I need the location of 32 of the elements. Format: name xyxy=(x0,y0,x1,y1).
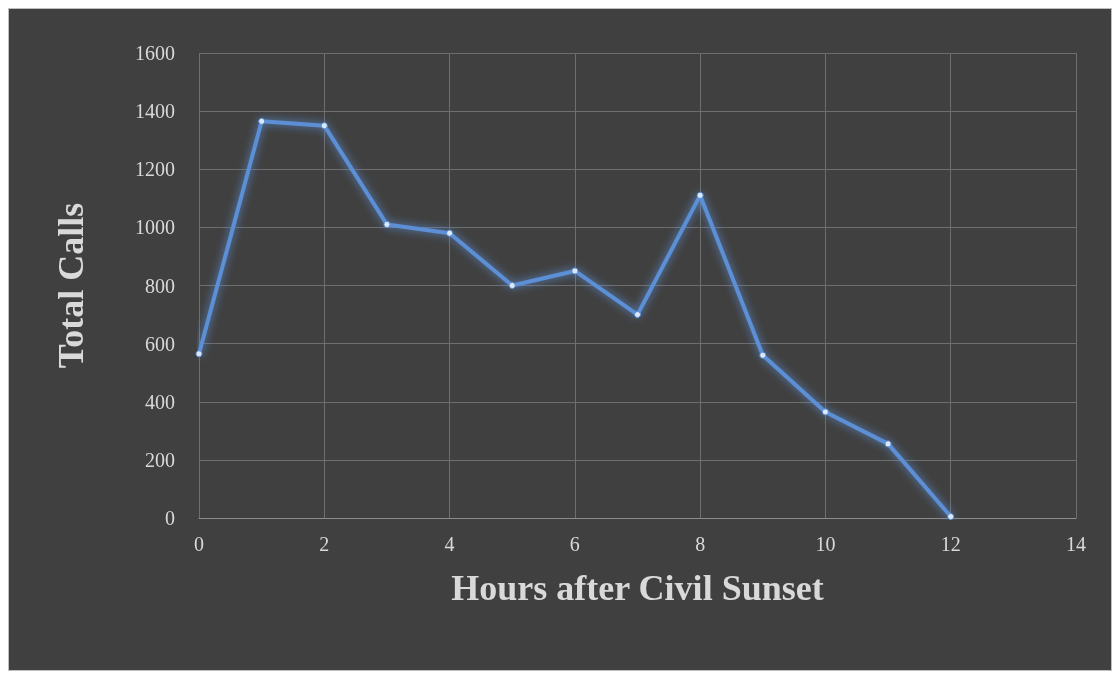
x-tick-label: 8 xyxy=(695,533,706,555)
x-tick-label: 2 xyxy=(319,533,330,555)
x-tick-label: 0 xyxy=(194,533,204,555)
y-tick-label: 1400 xyxy=(135,100,175,123)
point xyxy=(759,351,767,359)
y-tick-label: 600 xyxy=(145,332,175,355)
point xyxy=(383,220,391,228)
x-tick-label: 12 xyxy=(940,533,961,555)
x-tick-label: 14 xyxy=(1066,533,1086,555)
y-tick-label: 200 xyxy=(145,448,175,471)
point xyxy=(320,122,328,130)
y-axis-title: Total Calls xyxy=(51,202,91,369)
point xyxy=(446,229,454,237)
x-tick-label: 10 xyxy=(815,533,836,555)
point xyxy=(696,191,704,199)
y-tick-label: 1000 xyxy=(135,216,175,239)
point xyxy=(571,267,579,275)
point xyxy=(195,350,203,358)
point xyxy=(884,440,892,448)
point xyxy=(947,513,955,521)
y-tick-label: 0 xyxy=(165,507,175,529)
point xyxy=(508,282,516,289)
point xyxy=(821,408,829,416)
point xyxy=(634,311,641,319)
x-axis-title: Hours after Civil Sunset xyxy=(451,568,824,608)
point xyxy=(258,117,266,125)
x-tick-label: 6 xyxy=(569,533,580,555)
y-tick-label: 800 xyxy=(145,274,175,297)
y-tick-label: 400 xyxy=(145,390,175,413)
y-tick-label: 1600 xyxy=(135,42,175,64)
y-tick-label: 1200 xyxy=(135,158,175,181)
x-tick-label: 4 xyxy=(444,533,455,555)
